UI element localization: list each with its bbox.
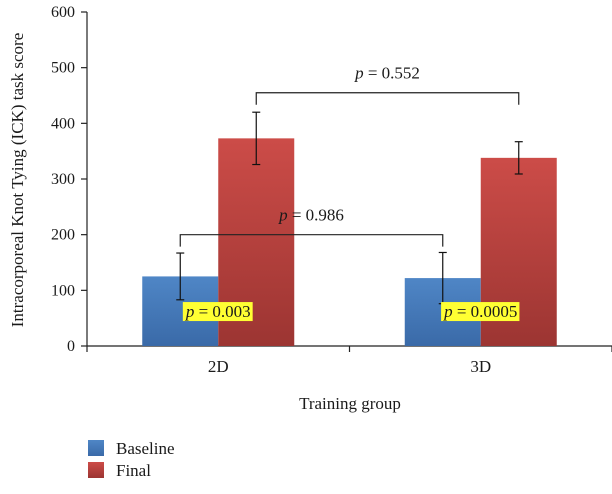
- error-bars: [176, 111, 523, 305]
- axes: 0 100 200 300 400 500 600 2D 3D: [51, 4, 612, 376]
- p-symbol: p: [354, 64, 364, 83]
- comparison-bracket-baseline: [179, 234, 444, 247]
- legend-item-final: Final: [88, 461, 151, 480]
- x-tick-label: 3D: [470, 357, 491, 376]
- legend-label: Final: [116, 461, 151, 480]
- p-value-highlight: [182, 302, 253, 322]
- p-symbol: p: [278, 206, 288, 225]
- y-axis-title: Intracorporeal Knot Tying (ICK) task sco…: [8, 33, 27, 328]
- y-tick-label: 600: [51, 4, 75, 21]
- p-symbol: p: [443, 302, 453, 321]
- within-group-p-3d: p = 0.0005: [441, 302, 520, 322]
- x-axis-title: Training group: [299, 394, 401, 413]
- y-tick-label: 100: [51, 282, 75, 299]
- legend-swatch: [88, 462, 104, 478]
- within-group-p-label: p = 0.003: [185, 302, 251, 321]
- y-tick-label: 200: [51, 227, 75, 244]
- x-tick-label: 2D: [208, 357, 229, 376]
- p-value: = 0.552: [364, 64, 420, 83]
- comparison-p-label: p = 0.552: [354, 64, 420, 83]
- y-tick-label: 500: [51, 60, 75, 77]
- legend-label: Baseline: [116, 439, 175, 458]
- y-tick-label: 0: [67, 338, 75, 355]
- p-symbol: p: [185, 302, 195, 321]
- comparison-bracket-final: [255, 92, 520, 105]
- p-value: = 0.003: [194, 302, 250, 321]
- p-value-highlight: [441, 302, 520, 322]
- legend: Baseline Final: [88, 439, 175, 480]
- within-group-p-label: p = 0.0005: [443, 302, 517, 321]
- p-value: = 0.986: [288, 206, 344, 225]
- legend-item-baseline: Baseline: [88, 439, 175, 458]
- y-tick-label: 400: [51, 115, 75, 132]
- within-group-p-2d: p = 0.003: [182, 302, 253, 322]
- legend-swatch: [88, 440, 104, 456]
- y-tick-label: 300: [51, 171, 75, 188]
- comparison-p-label: p = 0.986: [278, 206, 344, 225]
- p-value: = 0.0005: [453, 302, 518, 321]
